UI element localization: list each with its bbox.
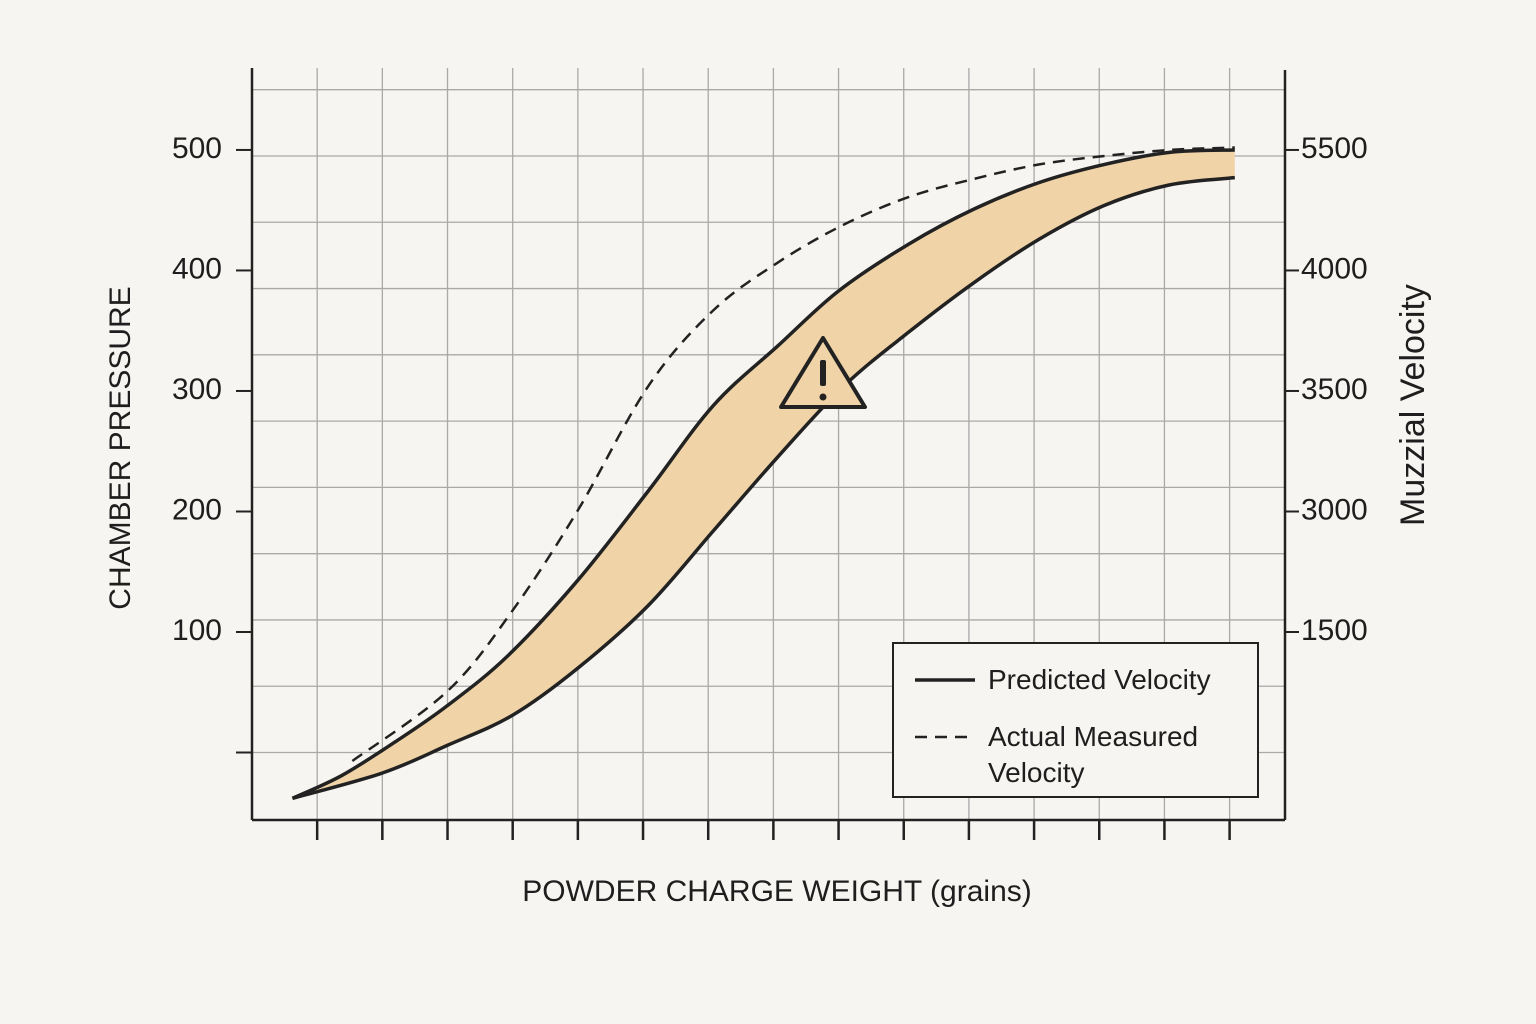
x-axis-label: POWDER CHARGE WEIGHT (grains) — [522, 875, 1032, 908]
legend-label: Predicted Velocity — [988, 664, 1211, 695]
y2-tick-label: 5500 — [1301, 132, 1368, 165]
y-tick-label: 200 — [172, 493, 222, 526]
band-lower-line — [291, 175, 1236, 800]
y2-tick-label: 3000 — [1301, 493, 1368, 526]
warning-icon — [779, 336, 867, 409]
y-tick-label: 400 — [172, 252, 222, 285]
y-tick-label: 300 — [172, 373, 222, 406]
y2-tick-label: 1500 — [1301, 614, 1368, 647]
y2-axis-label: Muzzial Velocity — [1394, 284, 1432, 526]
y-tick-label: 500 — [172, 132, 222, 165]
series-line — [291, 148, 1235, 800]
y2-tick-label: 3500 — [1301, 373, 1368, 406]
legend-label: Actual Measured Velocity — [988, 721, 1199, 788]
legend — [892, 642, 1259, 798]
y2-tick-label: 4000 — [1301, 252, 1368, 285]
y-axis-label: CHAMBER PRESSURE — [104, 286, 137, 609]
series-line — [351, 146, 1235, 762]
y-tick-label: 100 — [172, 614, 222, 647]
